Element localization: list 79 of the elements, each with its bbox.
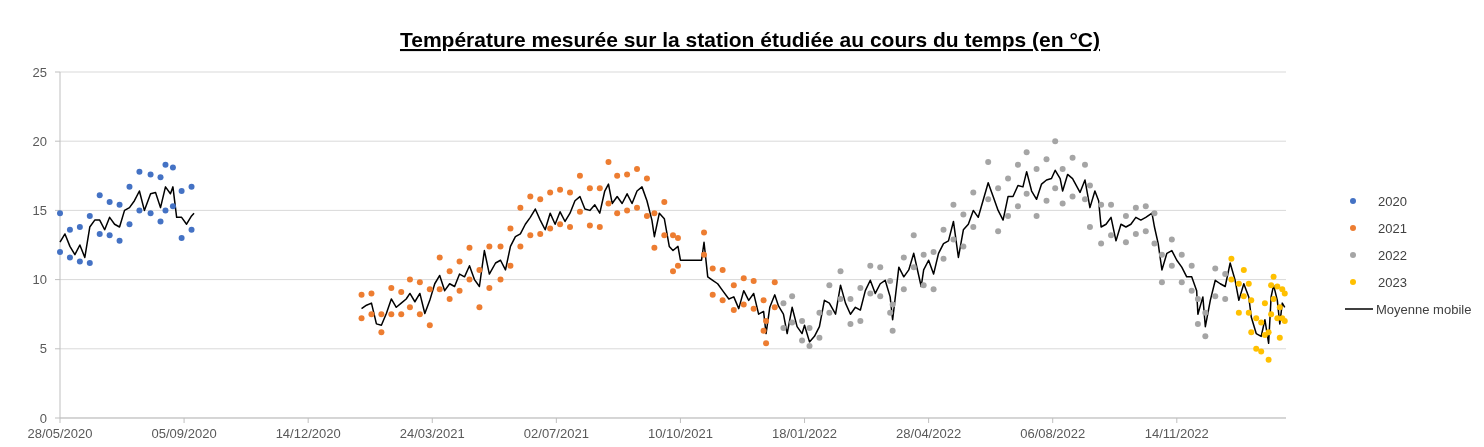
legend-label: 2021 bbox=[1378, 220, 1407, 236]
point bbox=[136, 207, 143, 214]
point bbox=[76, 258, 83, 265]
point bbox=[157, 218, 164, 225]
legend-label: Moyenne mobile bbox=[1376, 301, 1472, 317]
point bbox=[147, 171, 154, 178]
point bbox=[1281, 290, 1288, 297]
point bbox=[66, 254, 73, 261]
x-tick-label: 14/11/2022 bbox=[1144, 426, 1209, 441]
chart-title: Température mesurée sur la station étudiée au cours du temps (en °C) bbox=[399, 28, 1101, 51]
point bbox=[96, 230, 103, 237]
point bbox=[96, 192, 103, 199]
point bbox=[86, 259, 93, 266]
point bbox=[136, 168, 143, 175]
point bbox=[1258, 319, 1265, 326]
point bbox=[57, 248, 63, 255]
point bbox=[1261, 300, 1268, 307]
y-tick-label: 5 bbox=[39, 341, 47, 357]
point bbox=[116, 237, 123, 244]
point bbox=[1265, 329, 1272, 336]
point bbox=[178, 188, 185, 195]
point bbox=[106, 199, 113, 206]
point bbox=[66, 226, 73, 233]
point bbox=[1240, 266, 1247, 273]
point bbox=[1268, 311, 1275, 318]
point bbox=[1228, 276, 1235, 283]
point bbox=[1253, 345, 1260, 352]
point bbox=[76, 224, 83, 231]
point bbox=[1253, 315, 1260, 322]
point bbox=[1258, 348, 1265, 355]
x-tick-label: 02/07/2021 bbox=[523, 426, 589, 441]
x-tick-label: 24/03/2021 bbox=[399, 426, 465, 441]
point bbox=[1268, 282, 1275, 289]
y-tick-label: 15 bbox=[32, 202, 47, 218]
point bbox=[157, 174, 164, 181]
point bbox=[1274, 283, 1281, 290]
x-tick-label: 05/09/2020 bbox=[151, 426, 217, 441]
point bbox=[126, 221, 133, 228]
x-tick-label: 06/08/2022 bbox=[1020, 426, 1086, 441]
x-tick-label: 14/12/2020 bbox=[275, 426, 341, 441]
point bbox=[162, 207, 169, 214]
point bbox=[1279, 286, 1286, 293]
x-tick-label: 18/01/2022 bbox=[772, 426, 838, 441]
point bbox=[162, 161, 169, 168]
x-tick-label: 28/04/2022 bbox=[896, 426, 962, 441]
y-tick-label: 25 bbox=[32, 64, 47, 80]
point bbox=[86, 212, 93, 219]
point bbox=[1270, 273, 1277, 280]
point bbox=[169, 203, 176, 210]
y-tick-label: 20 bbox=[32, 133, 47, 149]
point bbox=[106, 232, 113, 239]
x-tick-label: 28/05/2020 bbox=[27, 426, 93, 441]
y-tick-label: 0 bbox=[39, 410, 47, 426]
legend-label: 2022 bbox=[1378, 247, 1407, 263]
point bbox=[169, 164, 176, 171]
point bbox=[147, 210, 154, 217]
point bbox=[1270, 295, 1277, 302]
legend-label: 2020 bbox=[1378, 193, 1407, 209]
point bbox=[1248, 329, 1255, 336]
point bbox=[126, 183, 133, 190]
point bbox=[1274, 315, 1281, 322]
legend-label: 2023 bbox=[1378, 274, 1407, 290]
point bbox=[188, 183, 195, 190]
point bbox=[1245, 280, 1252, 287]
point bbox=[1235, 280, 1242, 287]
point bbox=[178, 235, 185, 242]
point bbox=[1248, 297, 1255, 304]
point bbox=[116, 201, 123, 208]
point bbox=[1265, 356, 1272, 363]
point bbox=[1276, 334, 1283, 341]
point bbox=[1276, 304, 1283, 311]
point bbox=[57, 210, 63, 217]
x-tick-label: 10/10/2021 bbox=[647, 426, 713, 441]
point bbox=[1240, 293, 1247, 300]
y-tick-label: 10 bbox=[32, 272, 47, 288]
point bbox=[1235, 309, 1242, 316]
point bbox=[188, 226, 195, 233]
point bbox=[1228, 255, 1235, 262]
point bbox=[1245, 309, 1252, 316]
